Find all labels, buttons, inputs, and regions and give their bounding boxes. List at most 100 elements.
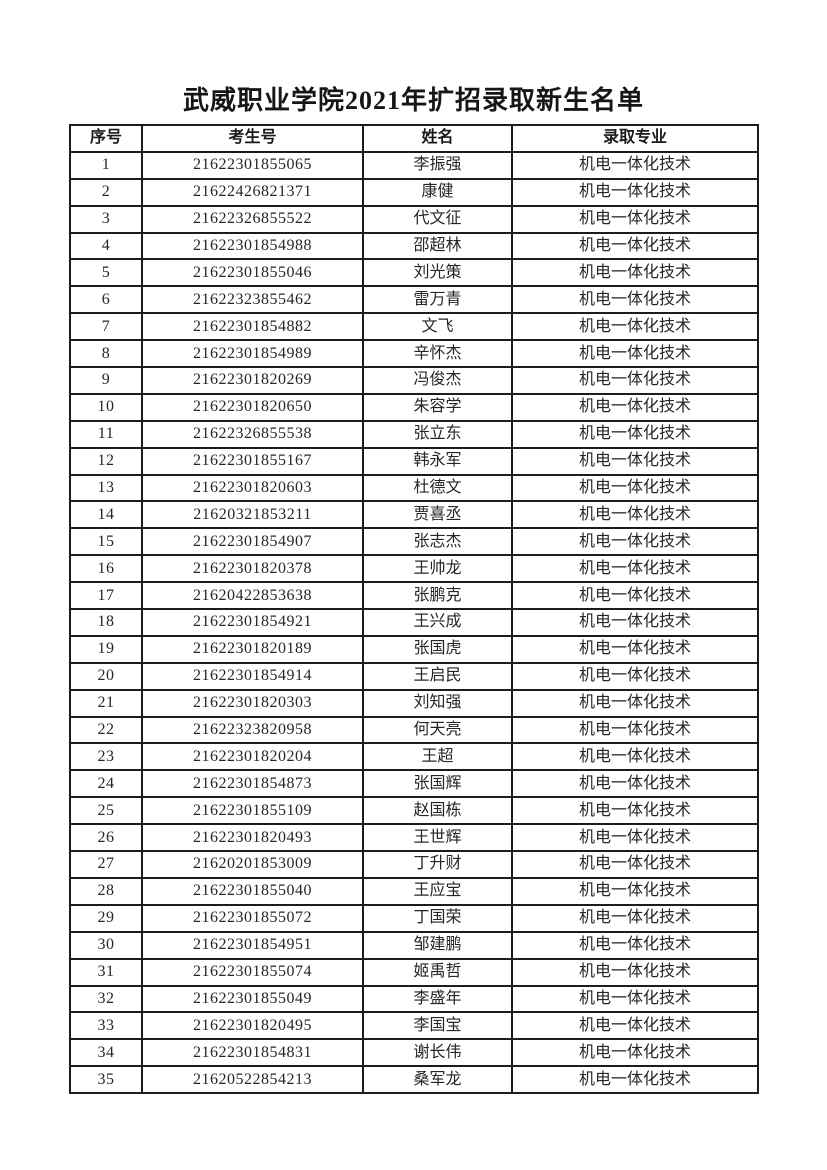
cell-candidate-number: 21620201853009 — [141, 850, 364, 879]
cell-index: 18 — [69, 608, 143, 637]
cell-major: 机电一体化技术 — [511, 634, 759, 664]
cell-major: 机电一体化技术 — [511, 742, 759, 772]
cell-major: 机电一体化技术 — [511, 527, 759, 557]
table-row: 12 21622301855167 韩永军 机电一体化技术 — [69, 446, 759, 476]
cell-index: 29 — [69, 903, 143, 933]
col-header-candidate-number: 考生号 — [141, 124, 364, 153]
cell-candidate-number: 21622301855046 — [141, 258, 364, 288]
cell-name: 张国辉 — [362, 769, 513, 799]
admission-roster-table: 序号 考生号 姓名 录取专业 1 21622301855065 李振强 机电一体… — [69, 124, 759, 1095]
table-row: 13 21622301820603 杜德文 机电一体化技术 — [69, 473, 759, 503]
cell-name: 朱容学 — [362, 392, 513, 422]
cell-candidate-number: 21622426821371 — [141, 177, 364, 207]
cell-major: 机电一体化技术 — [511, 473, 759, 503]
table-row: 7 21622301854882 文飞 机电一体化技术 — [69, 312, 759, 342]
cell-index: 32 — [69, 984, 143, 1014]
cell-name: 冯俊杰 — [362, 366, 513, 395]
table-row: 33 21622301820495 李国宝 机电一体化技术 — [69, 1011, 759, 1041]
table-row: 18 21622301854921 王兴成 机电一体化技术 — [69, 608, 759, 637]
cell-major: 机电一体化技术 — [511, 500, 759, 530]
cell-name: 杜德文 — [362, 473, 513, 503]
cell-major: 机电一体化技术 — [511, 285, 759, 315]
cell-candidate-number: 21622323855462 — [141, 285, 364, 315]
cell-major: 机电一体化技术 — [511, 1038, 759, 1068]
cell-name: 王启民 — [362, 661, 513, 691]
cell-index: 27 — [69, 850, 143, 879]
table-row: 10 21622301820650 朱容学 机电一体化技术 — [69, 392, 759, 422]
cell-candidate-number: 21620422853638 — [141, 581, 364, 611]
cell-name: 丁升财 — [362, 850, 513, 879]
cell-candidate-number: 21622301820603 — [141, 473, 364, 503]
table-row: 20 21622301854914 王启民 机电一体化技术 — [69, 661, 759, 691]
cell-candidate-number: 21622301855072 — [141, 903, 364, 933]
cell-major: 机电一体化技术 — [511, 1065, 759, 1095]
cell-candidate-number: 21622301854831 — [141, 1038, 364, 1068]
cell-name: 代文征 — [362, 204, 513, 234]
cell-name: 刘光策 — [362, 258, 513, 288]
cell-name: 康健 — [362, 177, 513, 207]
cell-name: 姬禹哲 — [362, 957, 513, 987]
cell-candidate-number: 21622301854988 — [141, 231, 364, 261]
cell-index: 13 — [69, 473, 143, 503]
cell-name: 雷万青 — [362, 285, 513, 315]
cell-major: 机电一体化技术 — [511, 258, 759, 288]
cell-name: 王帅龙 — [362, 554, 513, 584]
cell-candidate-number: 21622301820495 — [141, 1011, 364, 1041]
table-row: 4 21622301854988 邵超林 机电一体化技术 — [69, 231, 759, 261]
cell-name: 张鹏克 — [362, 581, 513, 611]
cell-index: 31 — [69, 957, 143, 987]
cell-candidate-number: 21622301820493 — [141, 823, 364, 853]
cell-name: 王超 — [362, 742, 513, 772]
table-row: 1 21622301855065 李振强 机电一体化技术 — [69, 150, 759, 180]
table-row: 28 21622301855040 王应宝 机电一体化技术 — [69, 876, 759, 906]
cell-major: 机电一体化技术 — [511, 957, 759, 987]
cell-candidate-number: 21622301854873 — [141, 769, 364, 799]
header-row: 序号 考生号 姓名 录取专业 — [69, 124, 759, 153]
cell-index: 28 — [69, 876, 143, 906]
table-row: 34 21622301854831 谢长伟 机电一体化技术 — [69, 1038, 759, 1068]
cell-candidate-number: 21622301820378 — [141, 554, 364, 584]
cell-major: 机电一体化技术 — [511, 769, 759, 799]
cell-name: 李国宝 — [362, 1011, 513, 1041]
cell-major: 机电一体化技术 — [511, 339, 759, 369]
cell-name: 何天亮 — [362, 715, 513, 745]
table-row: 15 21622301854907 张志杰 机电一体化技术 — [69, 527, 759, 557]
cell-name: 韩永军 — [362, 446, 513, 476]
table-row: 8 21622301854989 辛怀杰 机电一体化技术 — [69, 339, 759, 369]
table-row: 3 21622326855522 代文征 机电一体化技术 — [69, 204, 759, 234]
cell-index: 35 — [69, 1065, 143, 1095]
cell-index: 26 — [69, 823, 143, 853]
cell-major: 机电一体化技术 — [511, 204, 759, 234]
cell-candidate-number: 21622301820269 — [141, 366, 364, 395]
cell-candidate-number: 21622301855109 — [141, 796, 364, 826]
cell-index: 33 — [69, 1011, 143, 1041]
cell-index: 20 — [69, 661, 143, 691]
cell-name: 王世辉 — [362, 823, 513, 853]
table-row: 17 21620422853638 张鹏克 机电一体化技术 — [69, 581, 759, 611]
cell-name: 桑军龙 — [362, 1065, 513, 1095]
cell-index: 19 — [69, 634, 143, 664]
table-row: 9 21622301820269 冯俊杰 机电一体化技术 — [69, 366, 759, 395]
table-row: 2 21622426821371 康健 机电一体化技术 — [69, 177, 759, 207]
cell-name: 王应宝 — [362, 876, 513, 906]
cell-name: 刘知强 — [362, 688, 513, 718]
cell-major: 机电一体化技术 — [511, 984, 759, 1014]
cell-name: 辛怀杰 — [362, 339, 513, 369]
cell-major: 机电一体化技术 — [511, 688, 759, 718]
cell-index: 9 — [69, 366, 143, 395]
cell-candidate-number: 21622301855074 — [141, 957, 364, 987]
cell-name: 张国虎 — [362, 634, 513, 664]
cell-major: 机电一体化技术 — [511, 1011, 759, 1041]
cell-candidate-number: 21622301820303 — [141, 688, 364, 718]
table-row: 11 21622326855538 张立东 机电一体化技术 — [69, 419, 759, 449]
cell-major: 机电一体化技术 — [511, 823, 759, 853]
table-row: 29 21622301855072 丁国荣 机电一体化技术 — [69, 903, 759, 933]
table-row: 5 21622301855046 刘光策 机电一体化技术 — [69, 258, 759, 288]
cell-index: 11 — [69, 419, 143, 449]
cell-candidate-number: 21622301854989 — [141, 339, 364, 369]
cell-major: 机电一体化技术 — [511, 419, 759, 449]
cell-index: 5 — [69, 258, 143, 288]
cell-major: 机电一体化技术 — [511, 903, 759, 933]
table-row: 25 21622301855109 赵国栋 机电一体化技术 — [69, 796, 759, 826]
